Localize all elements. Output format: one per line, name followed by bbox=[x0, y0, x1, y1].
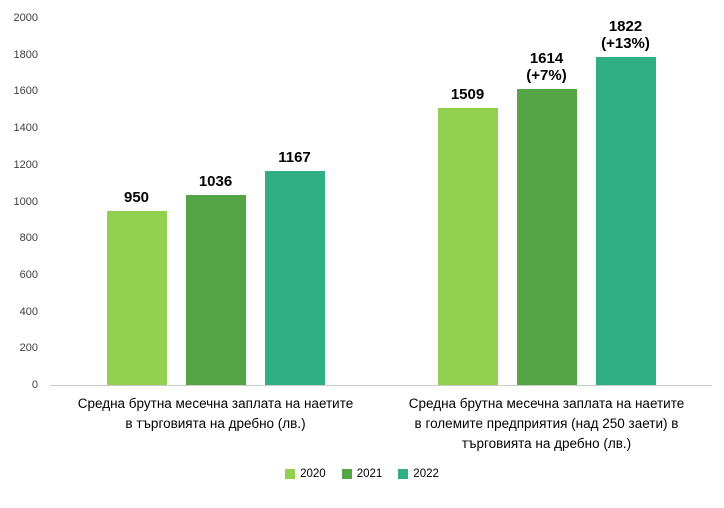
bar-2021 bbox=[185, 194, 246, 385]
y-tick-label: 1400 bbox=[13, 122, 38, 135]
bar-2021 bbox=[516, 88, 577, 385]
y-tick-label: 1600 bbox=[13, 85, 38, 98]
bar-2022 bbox=[264, 170, 325, 385]
bar-group: 950 1036 1167 bbox=[106, 18, 325, 385]
bar-column: 1167 bbox=[264, 18, 325, 385]
bar-column: 1036 bbox=[185, 18, 246, 385]
y-axis: 0 200 400 600 800 1000 1200 1400 1600 1800 2000 bbox=[0, 0, 46, 508]
category-label: Средна брутна месечна заплата на наетите… bbox=[408, 396, 685, 451]
y-tick-label: 2000 bbox=[13, 12, 38, 24]
bar-2022 bbox=[595, 57, 656, 385]
legend-item-2022: 2022 bbox=[398, 468, 439, 480]
y-tick-label: 400 bbox=[19, 305, 38, 318]
category-label: Средна брутна месечна заплата на наетите… bbox=[77, 396, 354, 431]
y-tick-label: 800 bbox=[19, 232, 38, 245]
bar-value-label: 1822 (+13%) bbox=[601, 18, 650, 52]
y-tick-label: 1800 bbox=[13, 48, 38, 61]
legend-item-2021: 2021 bbox=[341, 468, 383, 480]
bar-column: 950 bbox=[106, 18, 167, 385]
bar-group: 1509 1614 (+7%) 1822 (+13%) bbox=[437, 18, 656, 385]
legend-label: 2021 bbox=[356, 468, 383, 480]
legend: 2020 2021 2022 bbox=[0, 468, 724, 480]
y-tick-label: 1000 bbox=[13, 195, 38, 208]
bar-value-label: 1509 bbox=[450, 86, 485, 104]
bar-value-label: 1167 bbox=[278, 148, 311, 166]
bar-column: 1614 (+7%) bbox=[516, 18, 577, 385]
y-tick-label: 0 bbox=[31, 379, 38, 391]
plot-area: 950 1036 1167 1509 1614 (+7%) 1822 (+13%) bbox=[50, 18, 712, 386]
bar-column: 1509 bbox=[437, 18, 498, 385]
bar-value-label: 950 bbox=[123, 188, 150, 206]
legend-label: 2020 bbox=[300, 468, 326, 480]
legend-swatch bbox=[341, 469, 352, 479]
legend-item-2020: 2020 bbox=[285, 468, 326, 480]
category-axis-labels: Средна брутна месечна заплата на наетите… bbox=[0, 394, 724, 466]
bar-column: 1822 (+13%) bbox=[595, 18, 656, 385]
bar-2020 bbox=[106, 210, 167, 385]
y-tick-label: 600 bbox=[19, 268, 38, 281]
legend-label: 2022 bbox=[413, 468, 439, 480]
legend-swatch bbox=[398, 469, 409, 479]
y-tick-label: 200 bbox=[19, 342, 38, 355]
y-tick-label: 1200 bbox=[13, 158, 38, 171]
bar-value-label: 1036 bbox=[198, 172, 233, 190]
bar-value-label: 1614 (+7%) bbox=[526, 49, 567, 84]
bar-2020 bbox=[437, 108, 498, 385]
legend-swatch bbox=[285, 469, 296, 479]
